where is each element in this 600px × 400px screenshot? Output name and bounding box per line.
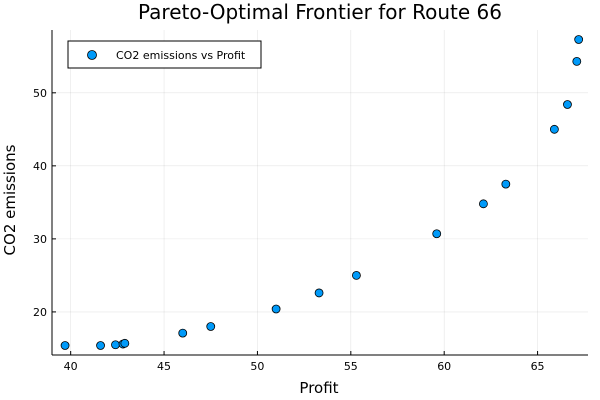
legend-marker [87,50,97,60]
x-tick-label: 55 [344,360,358,373]
y-tick-label: 20 [33,306,47,319]
y-tick-label: 50 [33,87,47,100]
data-points [60,35,584,350]
data-point [352,270,361,280]
y-axis-ticks: 20 30 40 50 [33,87,56,319]
y-tick-label: 40 [33,160,47,173]
x-tick-label: 40 [64,360,78,373]
x-tick-label: 60 [437,360,451,373]
data-point [96,341,105,350]
y-axis-label: CO2 emissions [1,144,19,255]
data-point [178,328,188,338]
data-point [60,341,70,350]
data-point [501,179,511,189]
data-point [111,340,120,350]
legend-box [67,40,262,69]
data-point [314,288,324,298]
data-point [271,304,281,314]
data-point [432,229,442,239]
y-tick-label: 30 [33,233,47,246]
data-point [479,199,488,209]
data-point [206,322,216,331]
x-tick-label: 45 [157,360,171,373]
legend: CO2 emissions vs Profit [67,40,262,69]
grid-lines [52,30,588,355]
data-point [549,124,559,134]
x-tick-label: 50 [250,360,264,373]
data-point [563,100,572,109]
data-point [574,35,584,44]
x-axis-ticks: 40 45 50 55 60 65 [64,351,545,373]
data-point [572,57,582,66]
x-axis-label: Profit [299,379,338,397]
data-point [120,338,130,348]
chart-title: Pareto-Optimal Frontier for Route 66 [138,0,502,24]
axes [51,30,588,356]
legend-label: CO2 emissions vs Profit [116,49,246,62]
x-tick-label: 65 [531,360,545,373]
